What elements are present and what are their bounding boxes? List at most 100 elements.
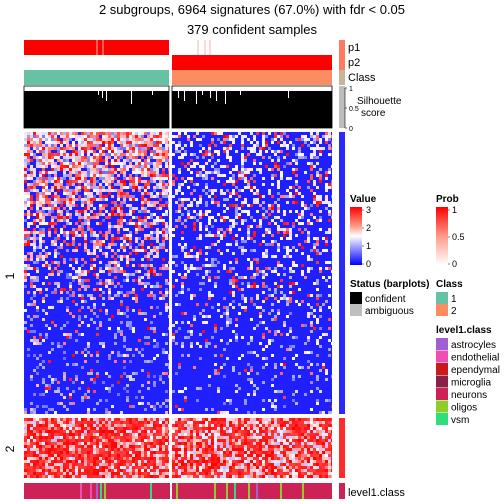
level1-class-cell	[298, 483, 300, 499]
level1-class-cell	[234, 483, 236, 499]
level1-class-cell	[198, 483, 200, 499]
class-legend-title: Class	[436, 279, 463, 290]
level1-class-cell	[52, 483, 54, 499]
level1-swatch-astrocyles	[436, 338, 448, 350]
class-label-2: 2	[451, 306, 457, 317]
level1-swatch-endothelial	[436, 350, 448, 363]
level1-class-cell	[310, 483, 312, 499]
level1-class-cell	[100, 483, 102, 499]
level1-class-cell	[292, 483, 294, 499]
silhouette-gap	[288, 91, 289, 98]
level1-class-cell	[258, 483, 260, 499]
level1-class-cell	[150, 483, 152, 499]
level1-class-cell	[278, 483, 280, 499]
level1-class-cell	[288, 483, 290, 499]
level1-class-cell	[138, 483, 140, 499]
level1-class-cell	[98, 483, 100, 499]
level1-class-cell	[228, 483, 230, 499]
silhouette-bars-group2	[172, 91, 332, 128]
level1-class-cell	[184, 483, 186, 499]
level1-class-cell	[96, 483, 98, 499]
level1-label-vsm: vsm	[451, 415, 469, 426]
level1-class-cell	[230, 483, 232, 499]
class-group2	[172, 70, 332, 85]
level1-class-cell	[224, 483, 226, 499]
level1-class-cell	[92, 483, 94, 499]
level1-class-cell	[84, 483, 86, 499]
value-legend-title: Value	[350, 194, 377, 205]
level1-class-cell	[146, 483, 148, 499]
level1-class-cell	[76, 483, 78, 499]
chart-title: 2 subgroups, 6964 signatures (67.0%) wit…	[99, 2, 405, 17]
level1-class-cell	[60, 483, 62, 499]
silhouette-bars-group1	[24, 91, 169, 128]
silhouette-label-line1: Silhouette	[357, 96, 402, 107]
prob-tick-0: 0	[452, 259, 457, 269]
level1-class-cell	[158, 483, 160, 499]
heatmap-block-row1-col1	[24, 132, 169, 414]
level1-class-cell	[34, 483, 36, 499]
level1-class-cell	[122, 483, 124, 499]
level1-class-annotation	[24, 483, 345, 499]
silhouette-gap	[98, 91, 99, 95]
level1-class-cell	[38, 483, 40, 499]
level1-class-cell	[108, 483, 110, 499]
level1-class-cell	[24, 483, 26, 499]
silhouette-gap	[216, 91, 217, 101]
level1-class-side-swatch	[339, 483, 345, 499]
level1-class-cell	[156, 483, 158, 499]
level1-class-cell	[218, 483, 220, 499]
level1-class-cell	[192, 483, 194, 499]
value-tick-0: 0	[366, 259, 371, 269]
level1-class-cell	[48, 483, 50, 499]
level1-class-cell	[70, 483, 72, 499]
row-split-label-1: 1	[3, 272, 17, 279]
class-legend: Class 1 2	[436, 279, 463, 317]
value-tick-2: 2	[366, 223, 371, 233]
status-label-confident: confident	[365, 294, 406, 305]
level1-label-astrocyles: astrocyles	[451, 340, 496, 351]
level1-class-cell	[50, 483, 52, 499]
level1-class-cell	[320, 483, 322, 499]
level1-class-cell	[290, 483, 292, 499]
heatmap-block-row1-col2	[172, 132, 332, 414]
level1-class-cell	[44, 483, 46, 499]
level1-class-cell	[242, 483, 244, 499]
prob-tick-0.5: 0.5	[452, 232, 465, 242]
p2-annotation	[24, 55, 332, 70]
level1-class-cell	[200, 483, 202, 499]
level1-class-cell	[328, 483, 330, 499]
level1-class-cell	[302, 483, 304, 499]
level1-class-cell	[194, 483, 196, 499]
level1-swatch-neurons	[436, 388, 448, 400]
level1-class-cell	[136, 483, 138, 499]
level1-class-cell	[252, 483, 254, 499]
level1-class-cell	[188, 483, 190, 499]
level1-class-cell	[148, 483, 150, 499]
heatmap-block-row2-col1	[24, 418, 169, 478]
level1-class-cell	[316, 483, 318, 499]
level1-class-cell	[300, 483, 302, 499]
level1-class-cell	[276, 483, 278, 499]
level1-swatch-ependymal	[436, 363, 448, 375]
level1-class-cell	[32, 483, 34, 499]
silhouette-barplot	[23, 85, 333, 129]
level1-class-cell	[220, 483, 222, 499]
p2-group2	[172, 55, 332, 70]
level1-class-cell	[30, 483, 32, 499]
level1-class-cell	[36, 483, 38, 499]
level1-class-cell	[226, 483, 228, 499]
heatmap-block-row2-col2	[172, 418, 332, 478]
level1-class-cell	[94, 483, 96, 499]
level1-class-cell	[202, 483, 204, 499]
level1-class-cell	[162, 483, 164, 499]
value-tick-3: 3	[366, 205, 371, 215]
row-annotation-strip-1	[339, 132, 345, 414]
level1-class-cell	[160, 483, 162, 499]
prob-tick-1: 1	[452, 205, 457, 215]
prob-legend: Prob 1 0.5 0	[436, 194, 465, 269]
level1-class-cell	[26, 483, 28, 499]
level1-label-microglia: microglia	[451, 378, 491, 389]
level1-class-cell	[110, 483, 112, 499]
